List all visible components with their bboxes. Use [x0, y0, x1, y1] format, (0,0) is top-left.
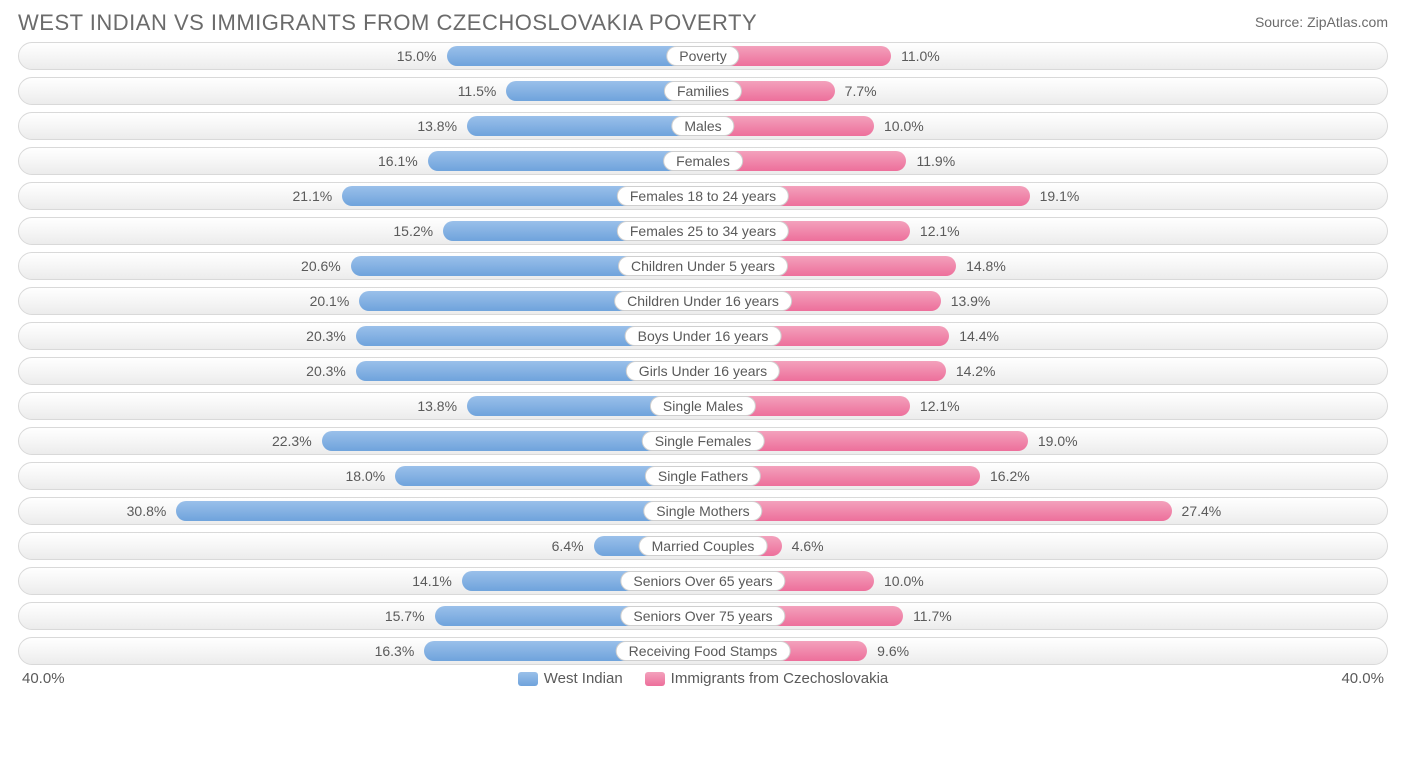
value-right: 9.6% [877, 643, 909, 659]
chart-source: Source: ZipAtlas.com [1255, 10, 1388, 30]
value-left: 6.4% [552, 538, 584, 554]
value-right: 10.0% [884, 118, 924, 134]
chart-row: 15.0% 11.0% Poverty [18, 42, 1388, 70]
value-right: 27.4% [1182, 503, 1222, 519]
category-pill: Males [671, 116, 734, 136]
value-right: 11.7% [913, 608, 952, 624]
value-left: 20.3% [306, 328, 346, 344]
chart-row: 14.1% 10.0% Seniors Over 65 years [18, 567, 1388, 595]
chart-row: 15.2% 12.1% Females 25 to 34 years [18, 217, 1388, 245]
category-pill: Females 18 to 24 years [617, 186, 789, 206]
legend-label-left: West Indian [544, 670, 623, 687]
category-pill: Girls Under 16 years [626, 361, 780, 381]
category-pill: Boys Under 16 years [625, 326, 782, 346]
chart-header: WEST INDIAN VS IMMIGRANTS FROM CZECHOSLO… [0, 0, 1406, 42]
legend-item-left: West Indian [518, 670, 623, 687]
chart-row: 20.6% 14.8% Children Under 5 years [18, 252, 1388, 280]
legend-item-right: Immigrants from Czechoslovakia [645, 670, 889, 687]
chart-row: 15.7% 11.7% Seniors Over 75 years [18, 602, 1388, 630]
category-pill: Females [663, 151, 743, 171]
value-right: 12.1% [920, 398, 960, 414]
value-left: 11.5% [458, 83, 497, 99]
category-pill: Married Couples [639, 536, 768, 556]
value-left: 16.1% [378, 153, 418, 169]
chart-row: 13.8% 12.1% Single Males [18, 392, 1388, 420]
value-right: 19.1% [1040, 188, 1080, 204]
category-pill: Families [664, 81, 742, 101]
value-left: 20.3% [306, 363, 346, 379]
category-pill: Single Females [642, 431, 765, 451]
bar-left [447, 46, 704, 66]
chart-row: 30.8% 27.4% Single Mothers [18, 497, 1388, 525]
value-left: 13.8% [417, 398, 457, 414]
value-left: 20.6% [301, 258, 341, 274]
value-right: 19.0% [1038, 433, 1078, 449]
value-left: 15.7% [385, 608, 425, 624]
legend-label-right: Immigrants from Czechoslovakia [671, 670, 889, 687]
bar-left [428, 151, 703, 171]
value-right: 7.7% [845, 83, 877, 99]
chart-row: 16.3% 9.6% Receiving Food Stamps [18, 637, 1388, 665]
value-right: 12.1% [920, 223, 960, 239]
axis-max-left: 40.0% [22, 670, 65, 687]
chart-row: 13.8% 10.0% Males [18, 112, 1388, 140]
legend-swatch-left [518, 672, 538, 686]
value-right: 14.8% [966, 258, 1006, 274]
value-left: 22.3% [272, 433, 312, 449]
category-pill: Seniors Over 65 years [620, 571, 785, 591]
value-right: 10.0% [884, 573, 924, 589]
chart-row: 22.3% 19.0% Single Females [18, 427, 1388, 455]
value-left: 30.8% [127, 503, 167, 519]
category-pill: Receiving Food Stamps [616, 641, 791, 661]
chart-legend: West Indian Immigrants from Czechoslovak… [518, 670, 889, 687]
value-right: 13.9% [951, 293, 991, 309]
category-pill: Single Fathers [645, 466, 761, 486]
bar-left [467, 116, 703, 136]
value-right: 16.2% [990, 468, 1030, 484]
bar-left [176, 501, 703, 521]
category-pill: Seniors Over 75 years [620, 606, 785, 626]
value-right: 11.0% [901, 48, 940, 64]
chart-row: 6.4% 4.6% Married Couples [18, 532, 1388, 560]
value-right: 14.2% [956, 363, 996, 379]
value-left: 21.1% [293, 188, 333, 204]
value-left: 20.1% [310, 293, 350, 309]
chart-title: WEST INDIAN VS IMMIGRANTS FROM CZECHOSLO… [18, 10, 757, 36]
chart-row: 21.1% 19.1% Females 18 to 24 years [18, 182, 1388, 210]
chart-row: 20.3% 14.4% Boys Under 16 years [18, 322, 1388, 350]
diverging-bar-chart: 15.0%11.0%Poverty11.5%7.7%Families13.8%1… [0, 42, 1406, 665]
chart-row: 18.0% 16.2% Single Fathers [18, 462, 1388, 490]
value-left: 16.3% [375, 643, 415, 659]
value-right: 14.4% [959, 328, 999, 344]
category-pill: Females 25 to 34 years [617, 221, 789, 241]
value-left: 15.2% [393, 223, 433, 239]
chart-footer: 40.0% West Indian Immigrants from Czecho… [0, 670, 1406, 687]
chart-row: 11.5% 7.7% Families [18, 77, 1388, 105]
value-right: 11.9% [916, 153, 955, 169]
axis-max-right: 40.0% [1341, 670, 1384, 687]
value-left: 13.8% [417, 118, 457, 134]
bar-right [703, 501, 1172, 521]
category-pill: Children Under 5 years [618, 256, 788, 276]
value-left: 14.1% [412, 573, 452, 589]
category-pill: Children Under 16 years [614, 291, 792, 311]
chart-row: 16.1% 11.9% Females [18, 147, 1388, 175]
value-right: 4.6% [792, 538, 824, 554]
category-pill: Single Mothers [643, 501, 762, 521]
chart-row: 20.3% 14.2% Girls Under 16 years [18, 357, 1388, 385]
value-left: 15.0% [397, 48, 437, 64]
value-left: 18.0% [346, 468, 386, 484]
chart-row: 20.1% 13.9% Children Under 16 years [18, 287, 1388, 315]
category-pill: Single Males [650, 396, 756, 416]
legend-swatch-right [645, 672, 665, 686]
category-pill: Poverty [666, 46, 739, 66]
